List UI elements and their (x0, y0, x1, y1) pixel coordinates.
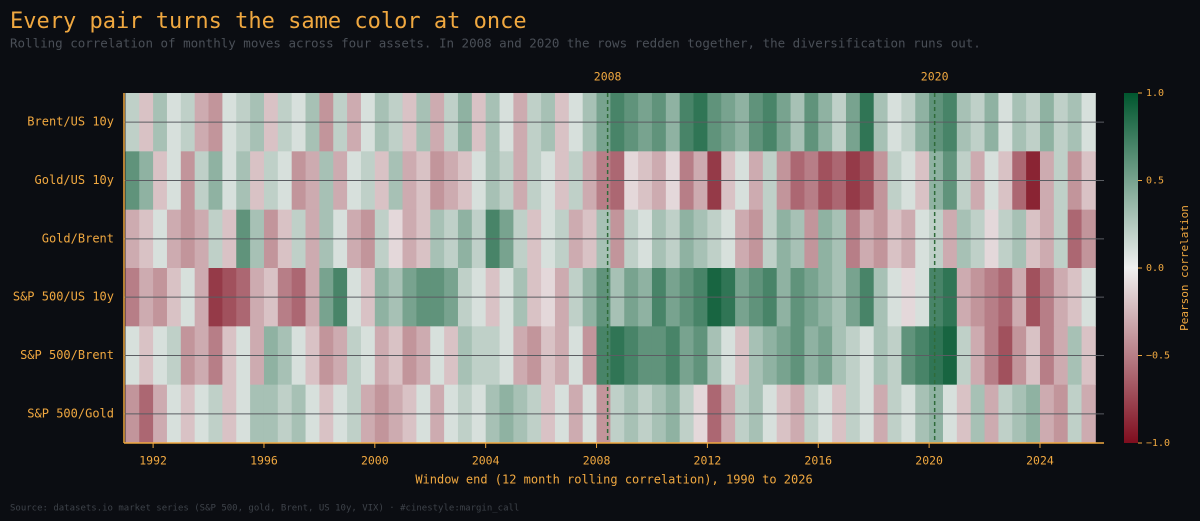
x-tick-label: 2024 (1026, 454, 1054, 468)
chart-subtitle: Rolling correlation of monthly moves acr… (10, 36, 981, 51)
x-tick-label: 2000 (361, 454, 389, 468)
x-tick-label: 1992 (139, 454, 167, 468)
y-tick-label: Gold/Brent (42, 231, 114, 245)
y-tick-label: Gold/US 10y (35, 173, 114, 187)
y-tick-label: Brent/US 10y (27, 115, 114, 129)
x-tick-label: 2020 (915, 454, 943, 468)
x-axis-label: Window end (12 month rolling correlation… (415, 473, 812, 487)
colorbar-tick-label: 1.0 (1146, 88, 1164, 99)
colorbar-tick-label: −0.5 (1146, 351, 1170, 362)
colorbar-tick-label: −1.0 (1146, 438, 1170, 449)
x-tick-label: 2004 (472, 454, 500, 468)
y-tick-label: S&P 500/Gold (27, 406, 114, 420)
x-tick-label: 2016 (804, 454, 832, 468)
chart-title: Every pair turns the same color at once (10, 9, 527, 34)
colorbar (1124, 93, 1138, 443)
event-label: 2020 (921, 70, 949, 84)
event-label: 2008 (594, 70, 622, 84)
colorbar-tick-label: 0.5 (1146, 176, 1164, 187)
source-note: Source: datasets.io market series (S&P 5… (10, 504, 519, 514)
y-tick-label: S&P 500/Brent (20, 348, 114, 362)
colorbar-label: Pearson correlation (1178, 205, 1191, 331)
x-tick-label: 1996 (250, 454, 278, 468)
colorbar-tick-label: 0.0 (1146, 263, 1164, 274)
x-tick-label: 2008 (583, 454, 611, 468)
x-tick-label: 2012 (694, 454, 722, 468)
heatmap (125, 93, 1096, 444)
y-tick-label: S&P 500/US 10y (13, 290, 114, 304)
